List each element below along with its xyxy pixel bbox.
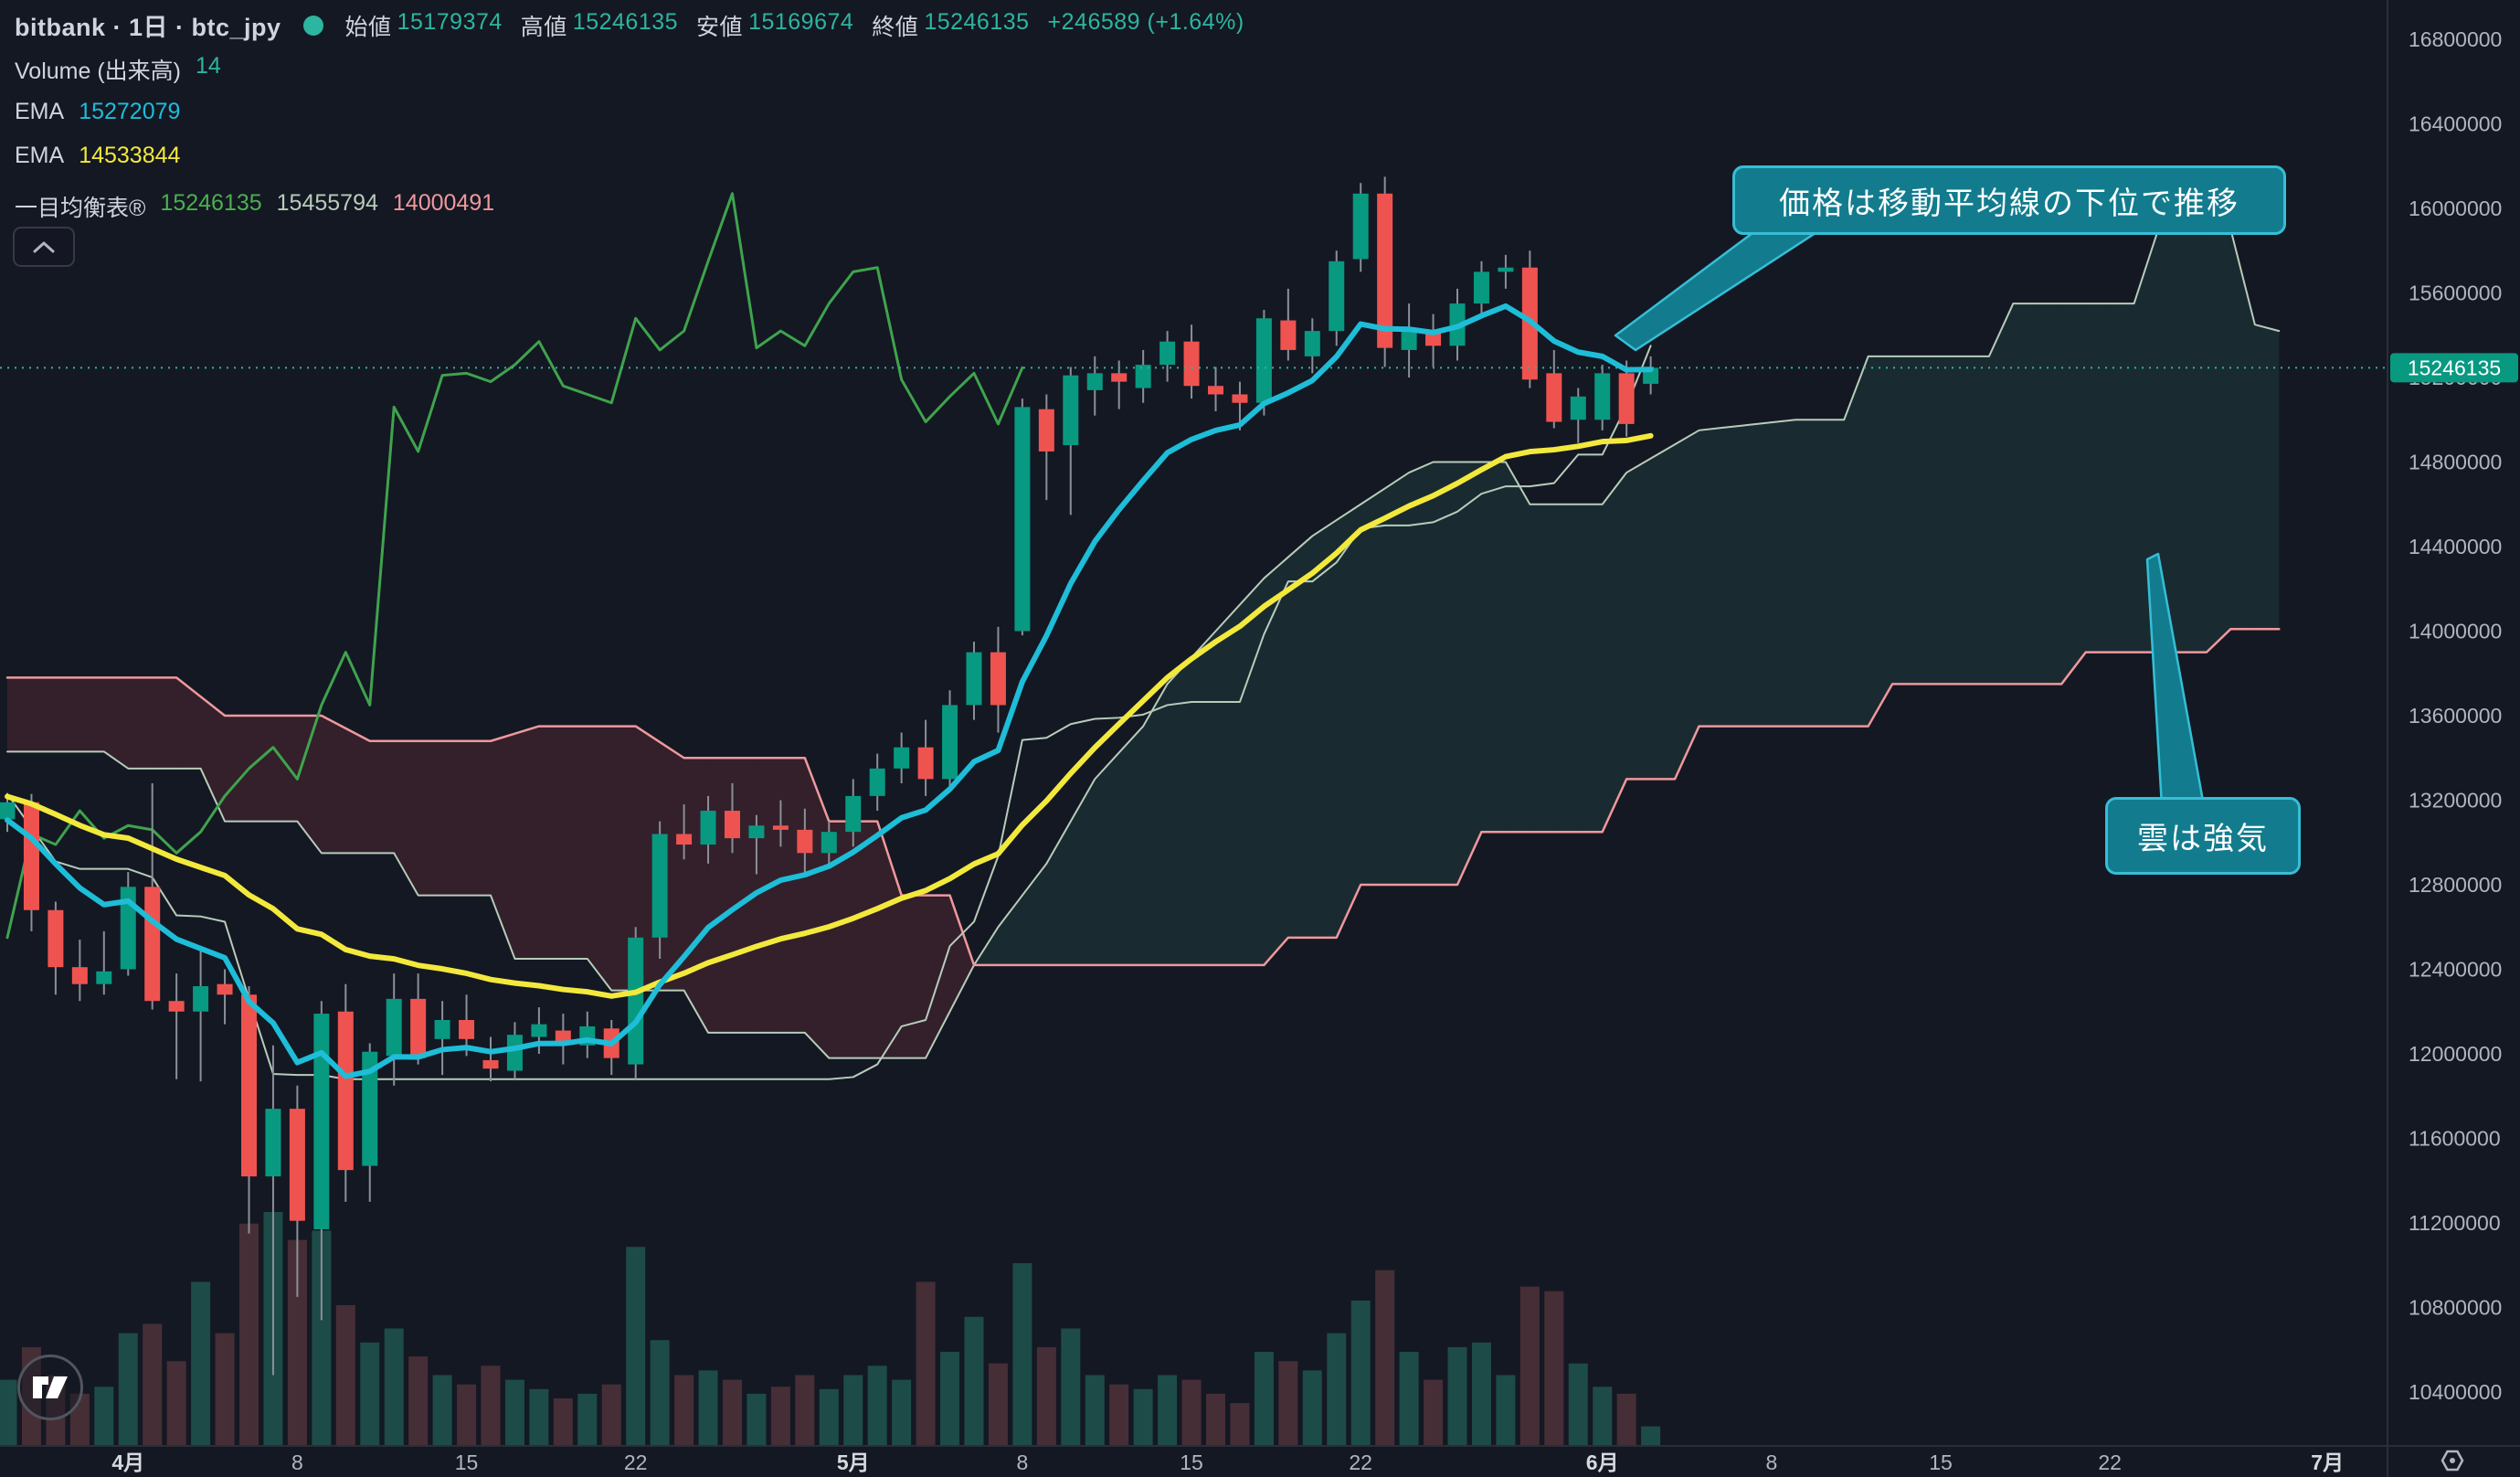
svg-text:12000000: 12000000 xyxy=(2409,1042,2502,1066)
header-bar: bitbank · 1日 · btc_jpy 始値 15179374 高値 15… xyxy=(15,7,1244,43)
svg-text:8: 8 xyxy=(1765,1450,1777,1474)
svg-text:22: 22 xyxy=(2098,1450,2122,1474)
svg-text:12400000: 12400000 xyxy=(2409,958,2502,982)
svg-text:22: 22 xyxy=(1349,1450,1372,1474)
close-value: 終値 15246135 xyxy=(872,8,1030,40)
symbol-title[interactable]: bitbank · 1日 · btc_jpy xyxy=(15,14,281,41)
svg-text:4月: 4月 xyxy=(111,1450,144,1474)
svg-text:12800000: 12800000 xyxy=(2409,873,2502,897)
ema-fast-value: 15272079 xyxy=(79,99,181,124)
legend-ichimoku[interactable]: 一目均衡表® 15246135 15455794 14000491 xyxy=(15,190,495,221)
svg-text:15: 15 xyxy=(1929,1450,1953,1474)
low-value: 安値 15169674 xyxy=(696,8,854,40)
annotation-bullish-cloud[interactable]: 雲は強気 xyxy=(2105,797,2301,875)
market-status-icon[interactable] xyxy=(302,15,323,36)
legend-volume[interactable]: Volume (出来高) 14 xyxy=(15,53,221,84)
svg-text:14800000: 14800000 xyxy=(2409,451,2502,474)
ohlc-row: 始値 15179374 高値 15246135 安値 15169674 終値 1… xyxy=(345,9,1244,42)
svg-text:8: 8 xyxy=(1017,1450,1029,1474)
collapse-legend-button[interactable] xyxy=(13,227,75,267)
change-value: +246589 (+1.64%) xyxy=(1047,8,1244,35)
tradingview-glyph-icon xyxy=(33,1376,68,1398)
svg-text:6月: 6月 xyxy=(1586,1450,1619,1474)
volume-value: 14 xyxy=(195,53,221,79)
legend-ema-slow[interactable]: EMA 14533844 xyxy=(15,143,181,168)
svg-text:22: 22 xyxy=(624,1450,648,1474)
svg-text:16800000: 16800000 xyxy=(2409,27,2502,51)
ichimoku-chikou-value: 15246135 xyxy=(160,190,262,216)
svg-text:7月: 7月 xyxy=(2311,1450,2344,1474)
svg-text:13200000: 13200000 xyxy=(2409,789,2502,813)
svg-text:5月: 5月 xyxy=(837,1450,870,1474)
tradingview-logo[interactable] xyxy=(17,1355,83,1420)
legend-ema-fast[interactable]: EMA 15272079 xyxy=(15,99,181,124)
svg-text:10800000: 10800000 xyxy=(2409,1296,2502,1320)
svg-text:14000000: 14000000 xyxy=(2409,620,2502,643)
svg-text:16400000: 16400000 xyxy=(2409,112,2502,136)
open-value: 始値 15179374 xyxy=(344,8,503,40)
chevron-up-icon xyxy=(33,241,55,253)
svg-text:11200000: 11200000 xyxy=(2409,1211,2501,1235)
svg-text:15600000: 15600000 xyxy=(2409,282,2502,305)
svg-text:10400000: 10400000 xyxy=(2409,1380,2502,1404)
svg-text:14400000: 14400000 xyxy=(2409,535,2502,558)
high-value: 高値 15246135 xyxy=(520,8,679,40)
ema-slow-value: 14533844 xyxy=(79,143,181,168)
annotation-price-below-ma[interactable]: 価格は移動平均線の下位で推移 xyxy=(1732,165,2286,235)
ichimoku-senkou-a-value: 15455794 xyxy=(276,190,378,216)
svg-text:8: 8 xyxy=(291,1450,303,1474)
svg-text:16000000: 16000000 xyxy=(2409,197,2502,220)
svg-text:11600000: 11600000 xyxy=(2409,1127,2501,1151)
svg-text:15246135: 15246135 xyxy=(2408,356,2501,379)
ichimoku-senkou-b-value: 14000491 xyxy=(392,190,495,216)
svg-text:15: 15 xyxy=(1180,1450,1203,1474)
svg-text:15: 15 xyxy=(455,1450,479,1474)
svg-text:13600000: 13600000 xyxy=(2409,704,2502,728)
